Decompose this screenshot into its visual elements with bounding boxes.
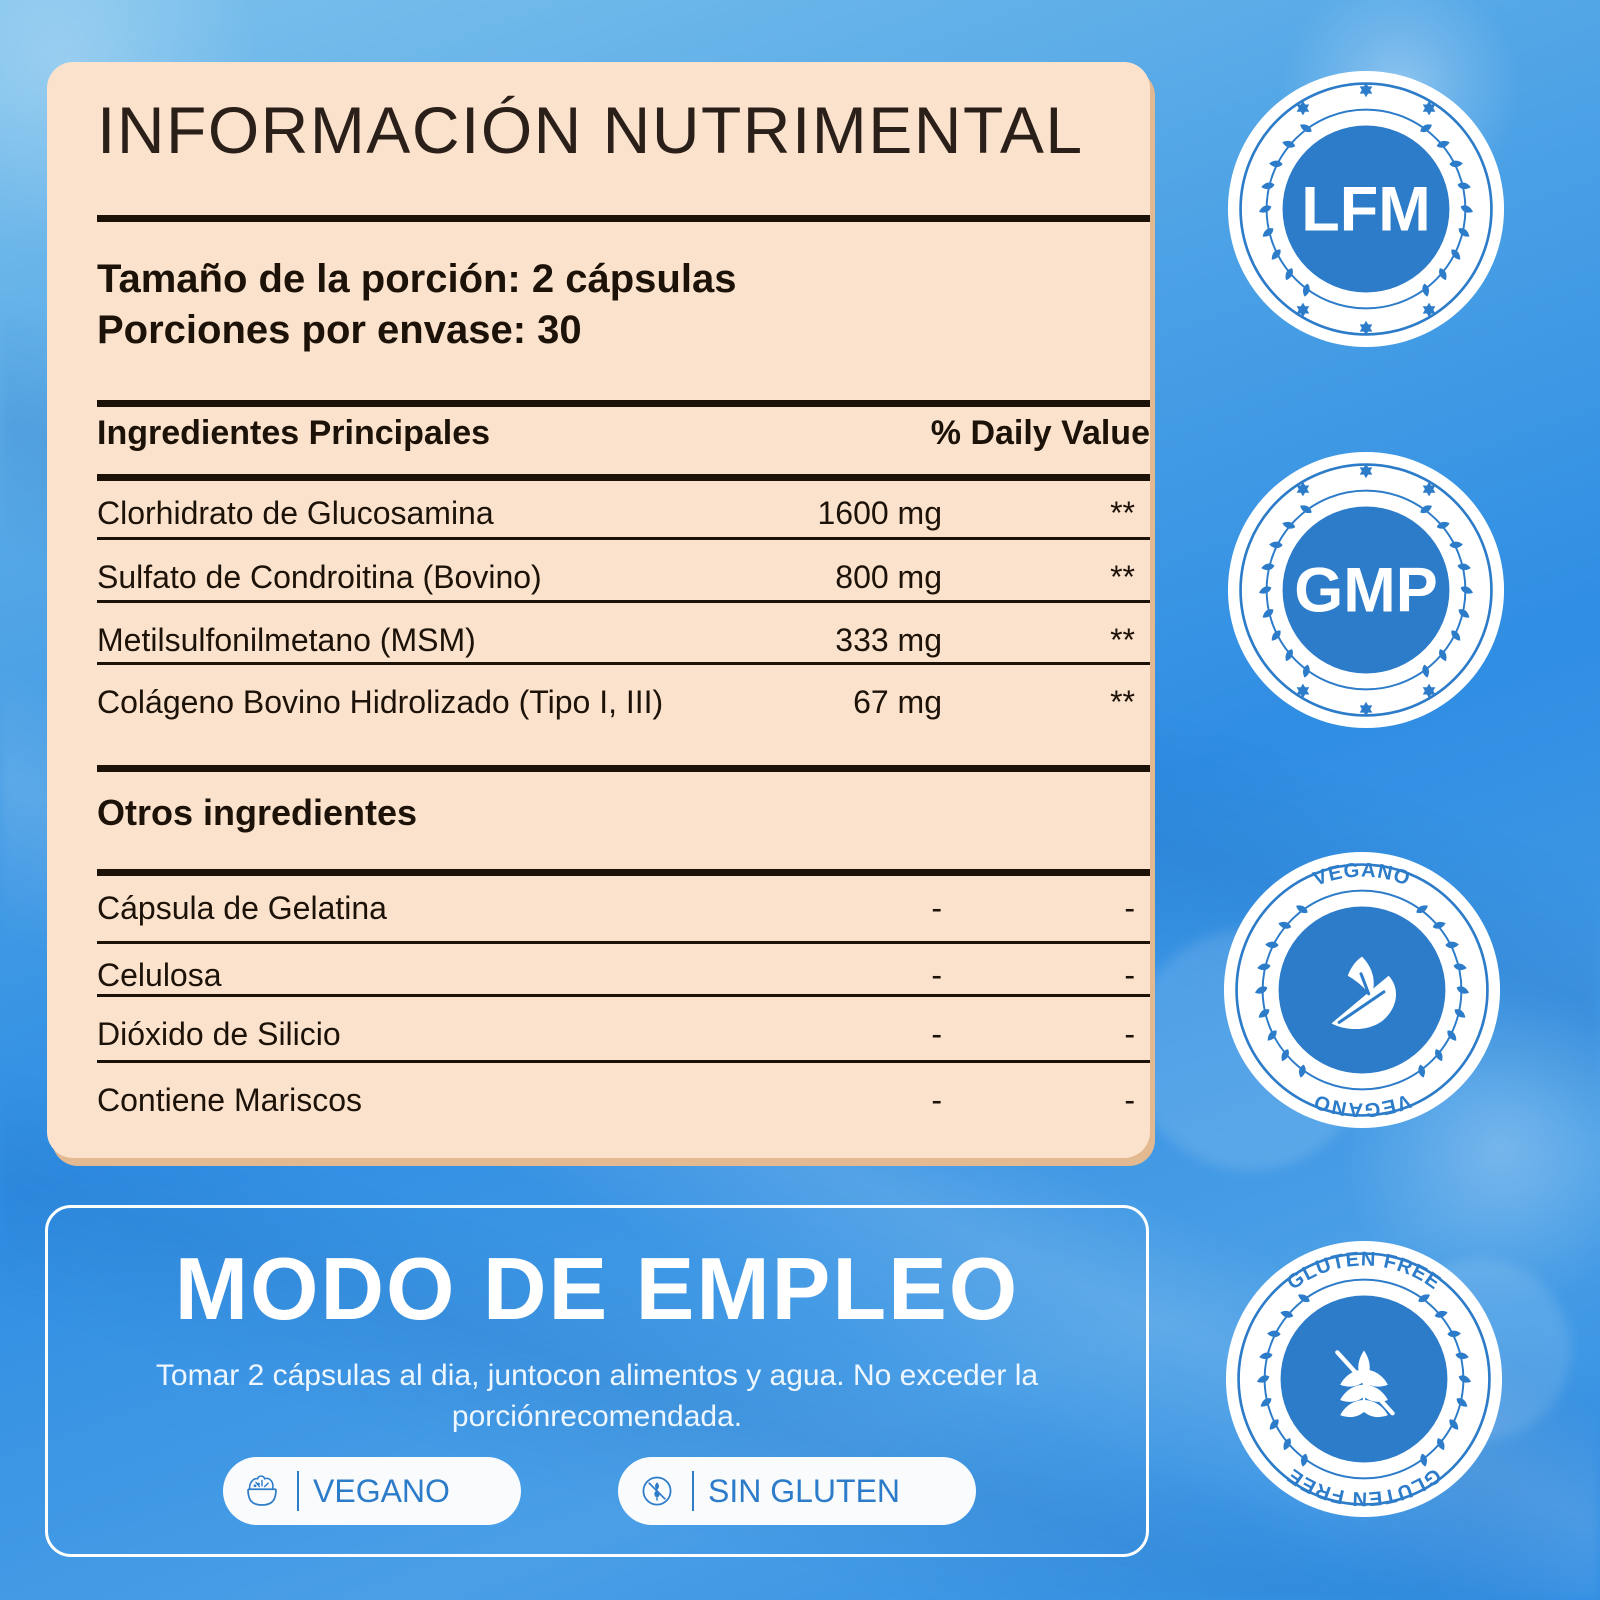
svg-text:LFM: LFM: [1301, 174, 1430, 244]
svg-text:GMP: GMP: [1294, 555, 1438, 625]
